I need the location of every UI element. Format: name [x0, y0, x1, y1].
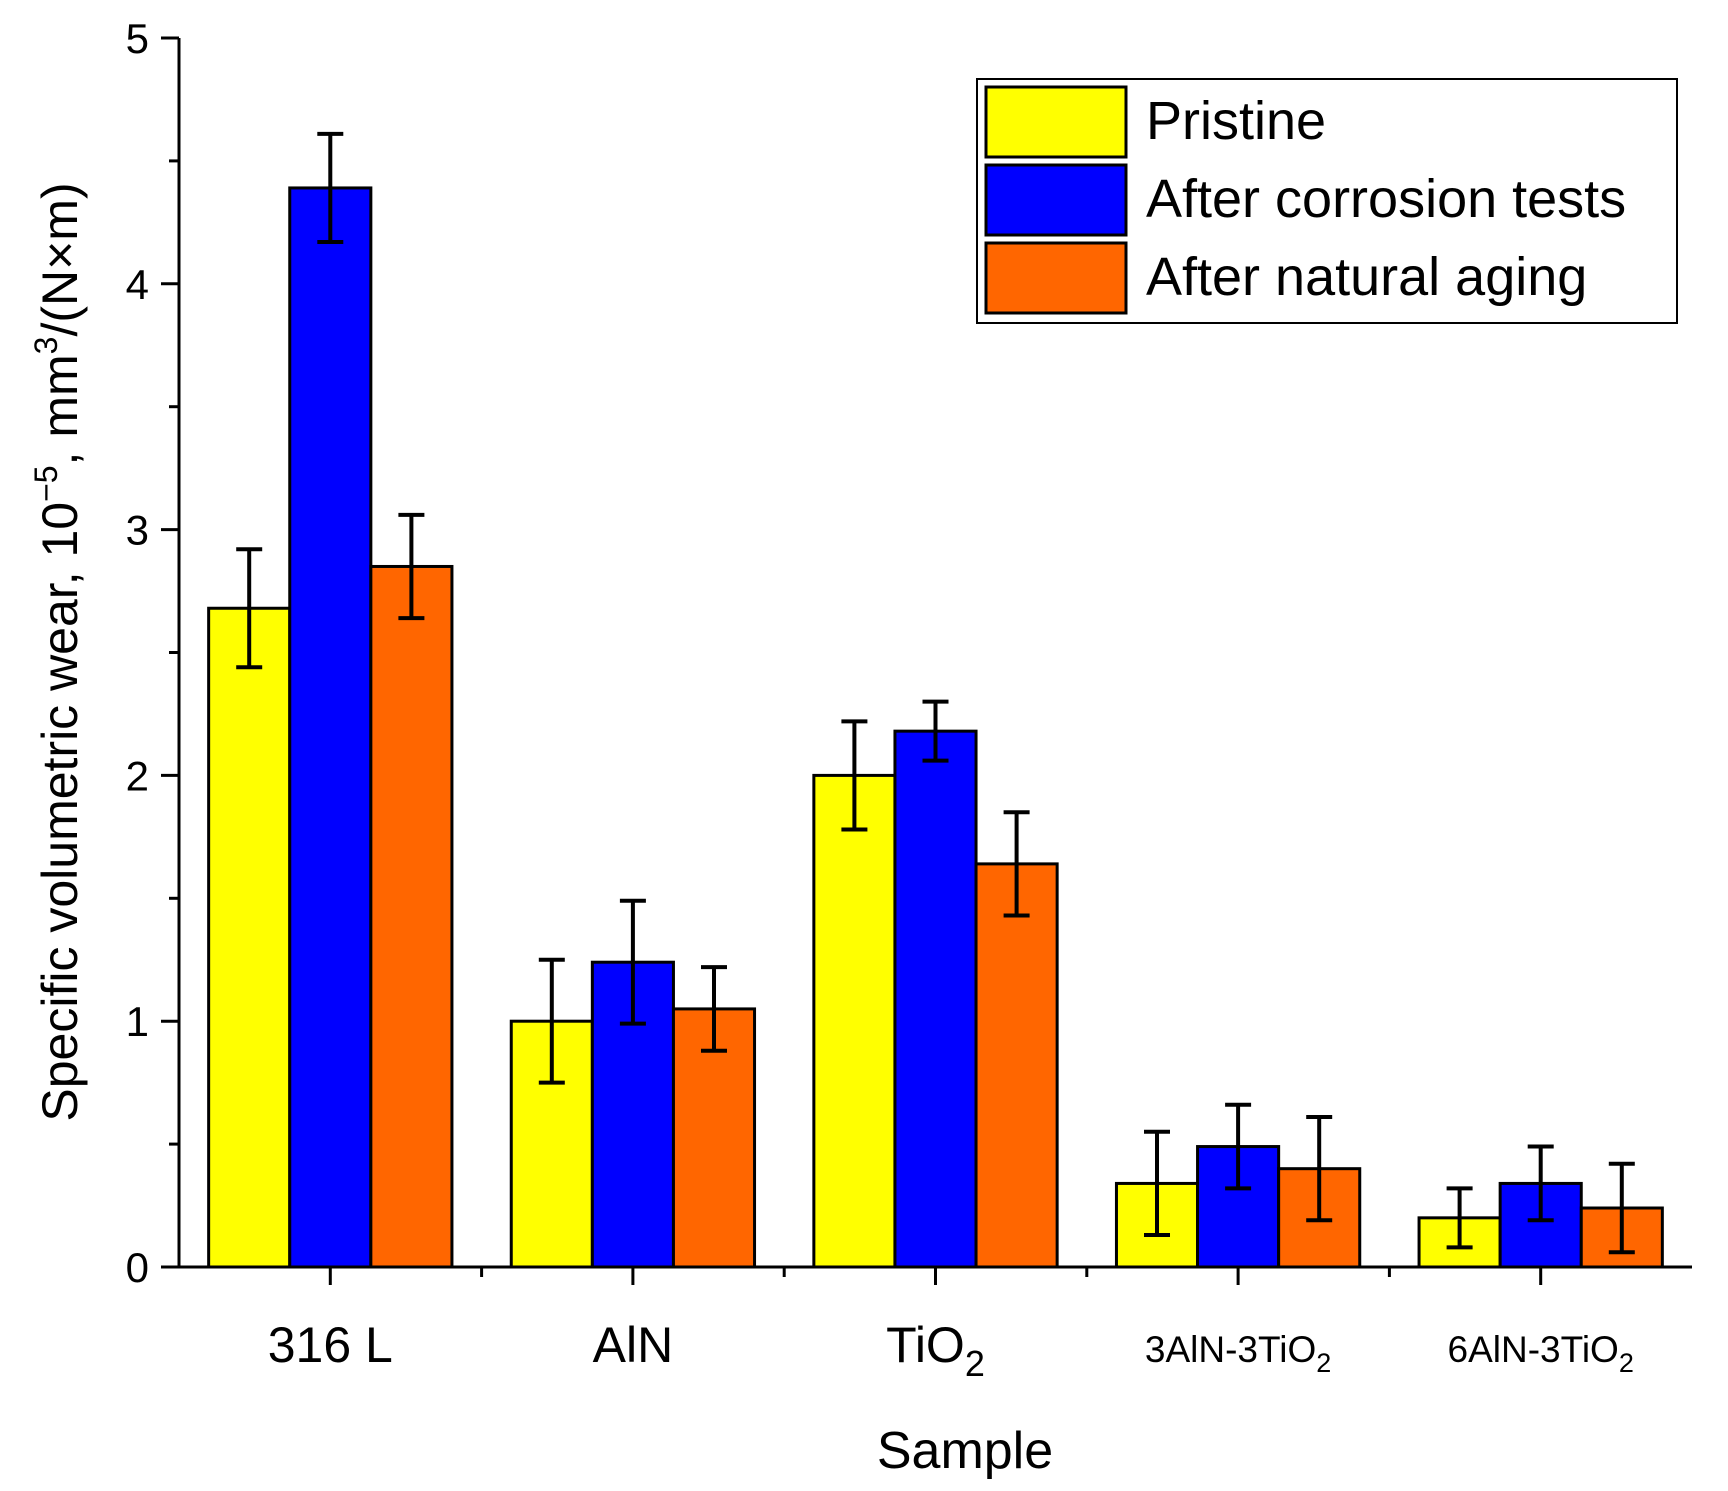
y-tick-label-4: 4 — [126, 261, 149, 308]
y-tick-label-2: 2 — [126, 752, 149, 799]
x-tick-label-main-3: 3AlN-3TiO — [1145, 1329, 1316, 1370]
x-tick-label-main-2: TiO — [886, 1317, 965, 1373]
y-tick-label-3: 3 — [126, 507, 149, 554]
y-tick-label-1: 1 — [126, 998, 149, 1045]
x-tick-label-main-1: AlN — [593, 1317, 674, 1373]
x-tick-label-main-4: 6AlN-3TiO — [1448, 1329, 1619, 1370]
y-tick-label-0: 0 — [126, 1244, 149, 1291]
x-axis-label: Sample — [877, 1422, 1053, 1480]
x-tick-label-4: 6AlN-3TiO2 — [1448, 1329, 1634, 1378]
legend: Pristine After corrosion tests After natur… — [976, 78, 1678, 324]
bar-0-2 — [369, 564, 454, 1269]
y-axis-label-units: , mm — [32, 354, 88, 465]
x-tick-label-subscript-4: 2 — [1619, 1348, 1634, 1378]
bar-0-0 — [207, 606, 292, 1269]
legend-label-0: Pristine — [1146, 91, 1326, 151]
bar-2-2 — [974, 862, 1059, 1269]
bar-0-1 — [288, 186, 373, 1269]
x-tick-label-subscript-2: 2 — [965, 1343, 985, 1384]
y-tick-label-5: 5 — [126, 15, 149, 62]
legend-swatch-1 — [984, 163, 1128, 237]
x-ticks: 316 L AlN TiO2 3AlN-3TiO2 6AlN-3TiO2 — [268, 1267, 1634, 1384]
bar-2-1 — [893, 729, 978, 1269]
y-axis-label-exponent-cubic: 3 — [28, 337, 64, 355]
legend-swatch-2 — [984, 241, 1128, 315]
y-axis-label-exponent: −5 — [28, 465, 64, 501]
y-axis-label-units-end: /(N×m) — [32, 182, 88, 336]
x-tick-label-subscript-3: 2 — [1316, 1348, 1331, 1378]
x-tick-label-main-0: 316 L — [268, 1317, 393, 1373]
bar-2-0 — [812, 773, 897, 1269]
legend-label-2: After natural aging — [1146, 247, 1587, 307]
y-axis-label: Specific volumetric wear, 10−5, mm3/(N×m… — [28, 182, 88, 1121]
legend-label-1: After corrosion tests — [1146, 169, 1626, 229]
x-tick-label-0: 316 L — [268, 1317, 393, 1373]
x-tick-label-2: TiO2 — [886, 1317, 985, 1384]
x-tick-label-3: 3AlN-3TiO2 — [1145, 1329, 1331, 1378]
legend-swatch-0 — [984, 85, 1128, 159]
y-ticks: 0 1 2 3 4 5 — [126, 15, 179, 1291]
x-tick-label-1: AlN — [593, 1317, 674, 1373]
y-axis-label-base: Specific volumetric wear, 10 — [32, 502, 88, 1122]
error-bars-layer — [236, 131, 1635, 1255]
